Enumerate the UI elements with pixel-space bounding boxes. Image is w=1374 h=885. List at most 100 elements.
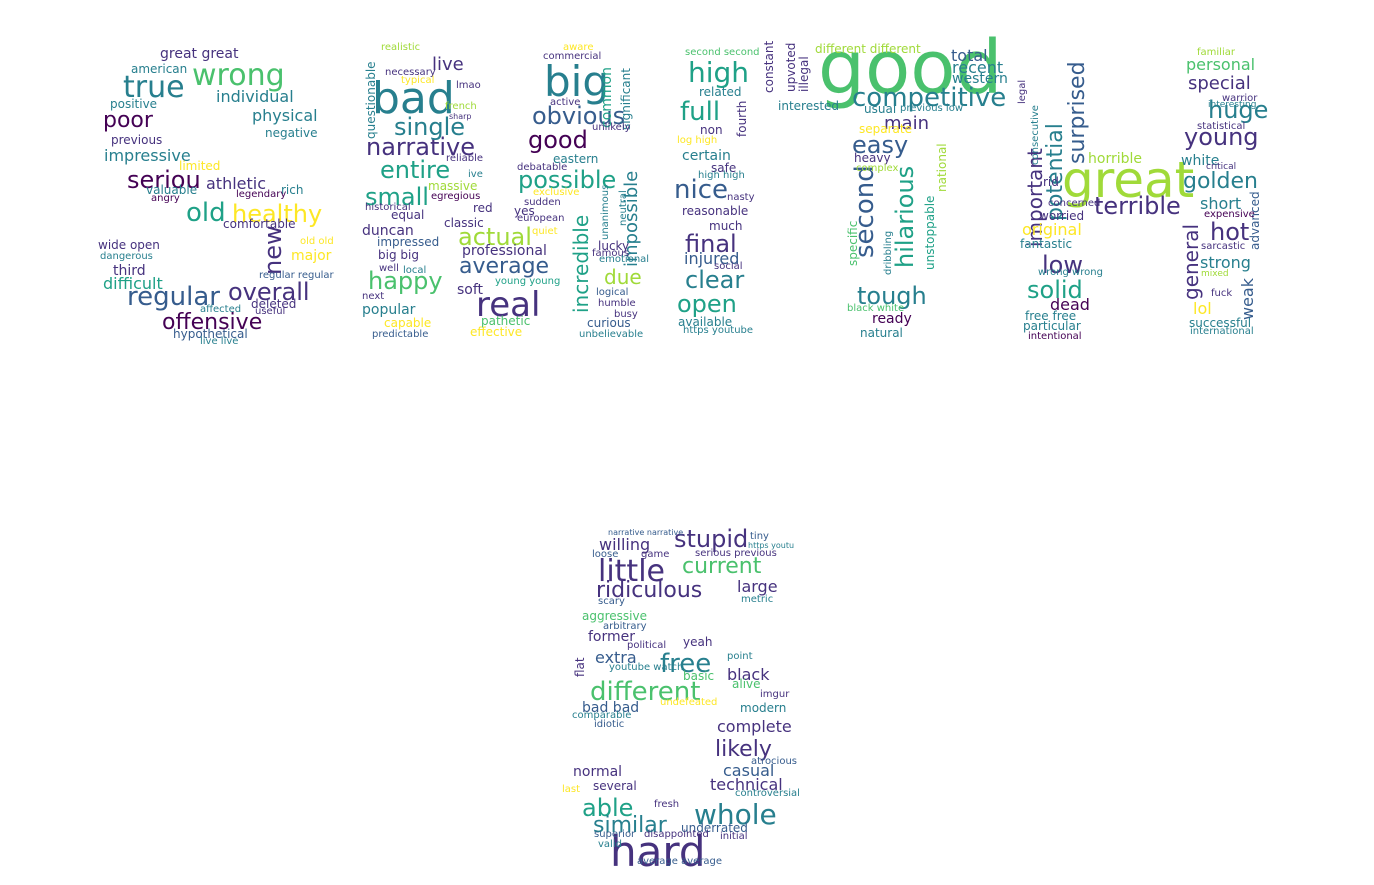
cloud-word: initial [720, 831, 748, 842]
cloud-word: available [678, 315, 733, 329]
cloud-word: third [113, 263, 146, 279]
cloud-word: game [641, 549, 670, 560]
cloud-word: quiet [532, 226, 558, 237]
cloud-word: popular [362, 302, 416, 318]
cloud-word: dangerous [100, 251, 153, 262]
cloud-word: true [123, 70, 185, 105]
cloud-word: hard [610, 827, 706, 876]
cloud-word: expensive [1204, 209, 1255, 220]
cloud-word: previous low [900, 103, 964, 114]
cloud-word: american [131, 62, 188, 76]
cloud-word: complete [717, 717, 792, 736]
cloud-word: casual [723, 761, 775, 780]
cloud-word: offensive [162, 310, 263, 335]
cloud-word: sudden [524, 197, 561, 208]
cloud-word: great great [160, 46, 239, 62]
cloud-word: actual [458, 223, 532, 251]
cloud-word: general [1179, 223, 1203, 300]
cloud-word: illegal [797, 56, 811, 92]
cloud-word: legal [1017, 79, 1028, 104]
cloud-word: point [727, 651, 753, 662]
cloud-word: fuck [1211, 288, 1233, 299]
cloud-word: typical [401, 75, 435, 86]
cloud-word: technical [710, 775, 783, 794]
cloud-word: french [445, 101, 477, 112]
cloud-word: white [1181, 153, 1220, 169]
cloud-word: youtube watch [609, 662, 684, 673]
cloud-word: regular regular [259, 270, 334, 281]
cloud-word: egregious [431, 191, 481, 202]
cloud-word: worried [1039, 209, 1085, 223]
cloud-word: political [627, 640, 667, 651]
cloud-word: recent [952, 58, 1004, 77]
cloud-word: entire [380, 156, 451, 184]
cloud-word: advanced [1248, 191, 1262, 250]
cloud-word: tough [857, 282, 927, 310]
cloud-word: national [935, 143, 949, 192]
cloud-word: famous [592, 248, 630, 259]
cloud-word: incredible [569, 214, 593, 313]
cloud-word: interesting [1208, 100, 1257, 110]
cloud-word: successful [1189, 316, 1252, 330]
cloud-word: lucky [598, 239, 630, 253]
cloud-word: black white [847, 303, 905, 314]
cloud-word: professional [462, 243, 547, 259]
cloud-word: particular [1023, 319, 1081, 333]
cloud-word: average average [637, 856, 723, 867]
cloud-word: old [186, 198, 226, 228]
cloud-word: exclusive [533, 187, 580, 198]
cloud-word: wide open [98, 238, 160, 252]
cloud-word: unanimous [600, 184, 611, 240]
cloud-word: historical [365, 202, 411, 213]
cloud-word: poor [103, 108, 153, 133]
cloud-word: extra [595, 648, 637, 667]
cloud-word: ready [872, 311, 912, 327]
cloud-word: critical [1206, 162, 1237, 172]
cloud-word: large [737, 577, 778, 596]
cloud-word: warrior [1222, 93, 1258, 104]
cloud-word: horrible [1088, 151, 1142, 167]
cloud-word: emotional [599, 254, 650, 265]
cloud-word: mixed [1201, 269, 1229, 279]
cloud-word: statistical [1197, 121, 1246, 132]
cloud-word: easy [852, 131, 909, 159]
cloud-word: bad bad [582, 700, 640, 716]
cloud-word: happy [368, 267, 443, 295]
cloud-word: likely [715, 737, 772, 762]
cloud-word: physical [252, 106, 318, 125]
cloud-word: flat [573, 657, 587, 677]
cloud-word: great [1062, 151, 1195, 209]
cloud-word: necessary [385, 67, 436, 78]
cloud-word: certain [682, 148, 731, 164]
cloud-word: personal [1186, 55, 1256, 74]
cloud-word: final [685, 230, 737, 258]
cloud-word: current [682, 554, 762, 579]
cloud-word: main [884, 113, 929, 134]
cloud-word: bad [372, 73, 455, 124]
cloud-word: natural [860, 326, 903, 340]
cloud-word: usual [864, 102, 897, 116]
cloud-word: regular [127, 282, 220, 312]
cloud-word: arbitrary [603, 621, 647, 632]
cloud-word: european [517, 213, 565, 224]
cloud-word: predictable [372, 329, 429, 340]
cloud-word: major [291, 248, 332, 264]
cloud-word: able [582, 794, 634, 822]
cloud-word: high [688, 56, 750, 89]
cloud-word: yeah [683, 635, 713, 649]
cloud-word: nasty [727, 192, 755, 203]
cloud-word: due [604, 265, 642, 289]
cloud-word: old old [300, 236, 334, 247]
cloud-word: constant [762, 40, 776, 93]
cloud-word: impressive [104, 146, 191, 165]
cloud-word: aware [563, 42, 594, 53]
cloud-word: live [432, 54, 464, 75]
cloud-word: dribbling [883, 230, 894, 275]
cloud-word: idiotic [594, 719, 625, 730]
cloud-word: short [1200, 194, 1242, 213]
cloud-word: related [699, 85, 742, 99]
cloud-word: busy [614, 309, 638, 320]
cloud-word: useful [255, 306, 286, 317]
cloud-word: sharp [449, 112, 472, 121]
cloud-word: terrible [1094, 192, 1181, 220]
